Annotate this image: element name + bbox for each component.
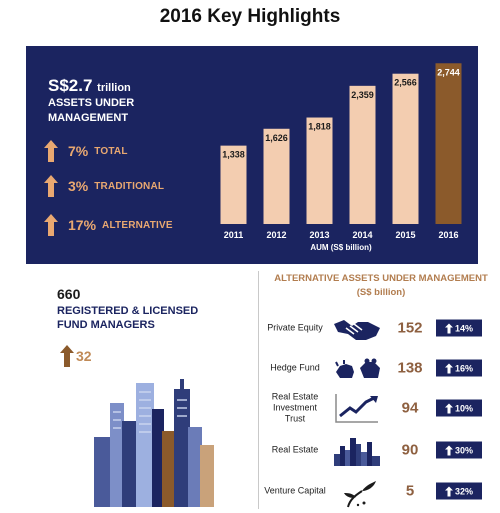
sprout-icon xyxy=(344,481,376,508)
alt-row-name: Venture Capital xyxy=(264,485,326,496)
x-tick-label: 2016 xyxy=(438,230,458,240)
alt-row-real-estate: Real Estate 90 30% xyxy=(262,428,500,472)
alt-row-growth-badge: 10% xyxy=(436,399,482,417)
city-skyline-icon xyxy=(94,379,214,507)
up-arrow-icon xyxy=(444,403,453,413)
growth-traditional: 3% TRADITIONAL xyxy=(44,173,164,199)
alt-row-growth-badge: 14% xyxy=(436,319,482,337)
up-arrow-icon xyxy=(44,214,58,236)
alt-row-hedge-fund: Hedge Fund 138 16% xyxy=(262,346,500,390)
alt-row-growth-badge: 32% xyxy=(436,482,482,500)
alt-row-growth-badge: 30% xyxy=(436,441,482,459)
growth-alternative-pct: 17% xyxy=(68,217,97,233)
alt-row-growth: 10% xyxy=(454,403,473,413)
aum-bar-2014 xyxy=(349,85,376,224)
alt-row-name: Real Estate Investment Trust xyxy=(271,391,319,424)
growth-traditional-pct: 3% xyxy=(68,178,89,194)
growth-total-pct: 7% xyxy=(68,143,89,159)
bull-bear-icon xyxy=(335,358,380,378)
alternative-assets-title: ALTERNATIVE ASSETS UNDER MANAGEMENT xyxy=(274,273,488,284)
aum-total-value: S$2.7 xyxy=(48,76,93,95)
aum-bar-2012 xyxy=(263,128,290,224)
aum-bar-2013 xyxy=(306,117,333,224)
alt-row-growth: 30% xyxy=(454,445,473,455)
x-tick-label: 2014 xyxy=(352,230,372,240)
up-arrow-icon xyxy=(444,323,453,333)
aum-bar-2015 xyxy=(392,73,419,224)
alt-row-name: Real Estate xyxy=(271,444,319,455)
x-axis-label: AUM (S$ billion) xyxy=(310,243,372,252)
aum-bar-2011 xyxy=(220,145,247,224)
growth-total: 7% TOTAL xyxy=(44,138,128,164)
up-arrow-icon xyxy=(44,140,58,162)
alt-row-growth: 14% xyxy=(454,323,473,333)
growth-alternative: 17% ALTERNATIVE xyxy=(44,212,173,238)
x-tick-label: 2013 xyxy=(309,230,329,240)
handshake-icon xyxy=(334,320,380,340)
page-title: 2016 Key Highlights xyxy=(159,6,341,27)
growth-alternative-label: ALTERNATIVE xyxy=(102,219,173,231)
aum-bar-value-label: 2,359 xyxy=(351,90,374,100)
alt-row-value: 152 xyxy=(397,319,423,337)
alt-row-growth: 32% xyxy=(454,486,473,496)
fund-manager-label: REGISTERED & LICENSED FUND MANAGERS xyxy=(57,305,199,331)
aum-bar-value-label: 1,338 xyxy=(222,150,245,160)
section-divider xyxy=(258,271,259,509)
growth-traditional-label: TRADITIONAL xyxy=(94,180,165,192)
x-tick-label: 2015 xyxy=(395,230,415,240)
alt-row-name: Private Equity xyxy=(267,322,323,333)
aum-label: ASSETS UNDER MANAGEMENT xyxy=(48,97,135,124)
growth-total-label: TOTAL xyxy=(94,145,128,157)
alt-row-name: Hedge Fund xyxy=(270,362,320,373)
aum-panel: S$2.7 trillion ASSETS UNDER MANAGEMENT 7… xyxy=(26,46,478,264)
up-arrow-icon xyxy=(44,175,58,197)
alt-row-growth-badge: 16% xyxy=(436,359,482,377)
trend-chart-icon xyxy=(335,394,378,423)
alt-row-growth: 16% xyxy=(454,363,473,373)
aum-bar-value-label: 1,818 xyxy=(308,122,331,132)
aum-total: S$2.7 trillion xyxy=(48,76,131,96)
up-arrow-icon xyxy=(444,445,453,455)
alt-row-private-equity: Private Equity 152 14% xyxy=(262,306,500,350)
aum-bar-2016 xyxy=(435,63,462,224)
up-arrow-icon xyxy=(444,486,453,496)
up-arrow-icon xyxy=(444,363,453,373)
aum-bar-value-label: 2,566 xyxy=(394,78,417,88)
fund-manager-count: 660 xyxy=(57,286,81,302)
aum-bar-chart: 1,338 2011 1,626 2012 1,818 2013 2,359 2014 2,56… xyxy=(220,63,462,252)
aum-bar-value-label: 1,626 xyxy=(265,133,288,143)
alternative-assets-subtitle: (S$ billion) xyxy=(356,287,406,298)
alt-row-value: 5 xyxy=(405,482,415,500)
alt-row-venture-capital: Venture Capital 5 32% xyxy=(262,469,500,513)
fund-manager-growth: 32 xyxy=(60,343,92,369)
up-arrow-icon xyxy=(60,345,74,367)
aum-bar-value-label: 2,744 xyxy=(437,67,460,77)
alt-row-value: 94 xyxy=(401,399,419,417)
alt-row-reit: Real Estate Investment Trust 94 10% xyxy=(262,386,500,430)
alt-row-value: 90 xyxy=(401,441,419,459)
x-tick-label: 2011 xyxy=(224,230,244,240)
fund-manager-growth-value: 32 xyxy=(76,348,92,364)
aum-total-unit: trillion xyxy=(97,82,131,94)
alt-row-value: 138 xyxy=(397,359,423,377)
x-tick-label: 2012 xyxy=(266,230,286,240)
skyline-icon xyxy=(334,438,380,466)
